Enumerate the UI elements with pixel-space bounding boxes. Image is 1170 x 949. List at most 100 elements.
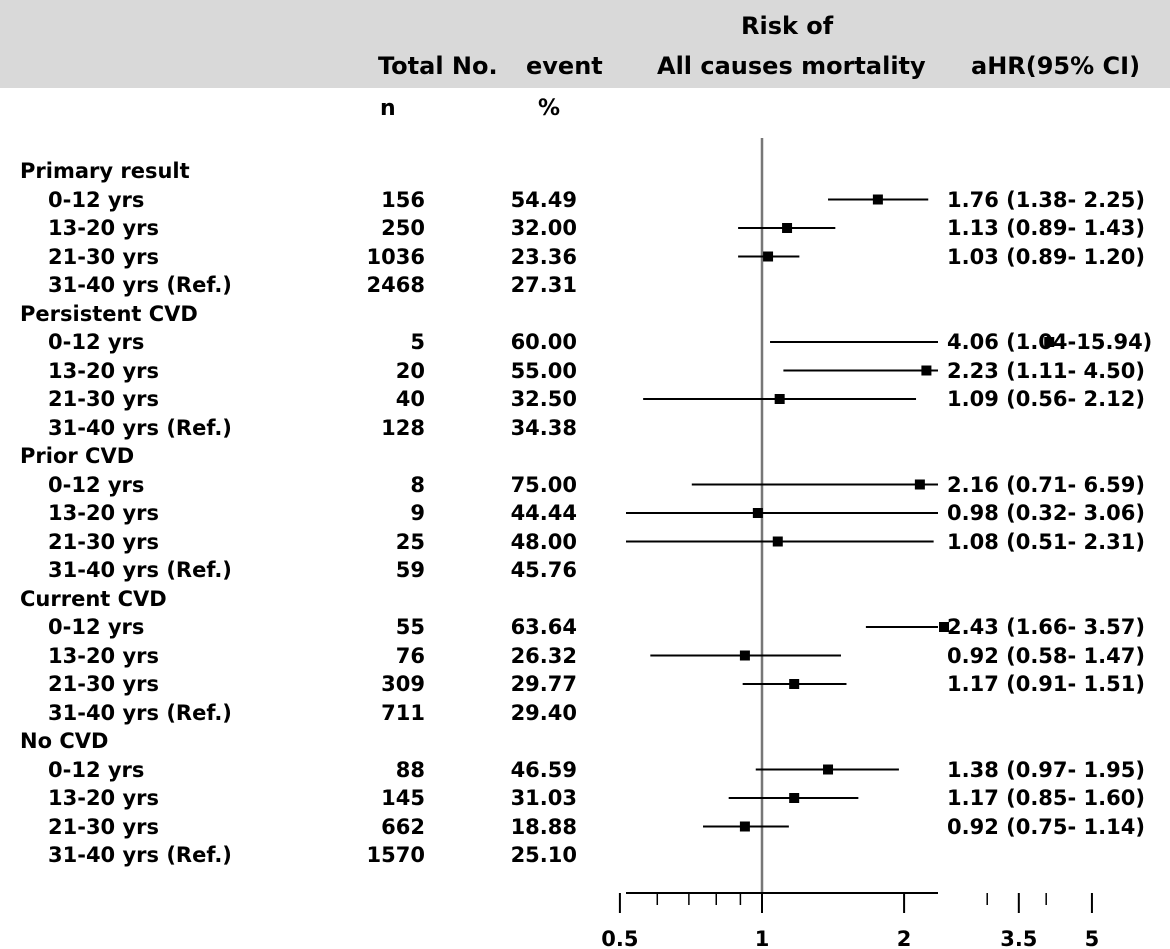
- estimate-marker: [782, 223, 793, 233]
- row-total: 9: [410, 501, 425, 525]
- row-total: 88: [395, 757, 425, 782]
- row-ci-text: 2.16 (0.71- 6.59): [947, 472, 1145, 497]
- group-label: Current CVD: [20, 586, 167, 611]
- row-label: 0-12 yrs: [48, 187, 145, 212]
- row-total: 59: [395, 558, 425, 582]
- row-event-pct: 48.00: [510, 529, 577, 554]
- header-ahr: aHR(95% CI): [971, 52, 1141, 80]
- row-ci-text: 0.92 (0.75- 1.14): [947, 814, 1145, 839]
- row-label: 0-12 yrs: [48, 757, 145, 782]
- header-event: event: [526, 52, 603, 80]
- row-event-pct: 55.00: [510, 358, 577, 383]
- row-ci-text: 1.09 (0.56- 2.12): [947, 387, 1145, 411]
- row-total: 76: [395, 643, 425, 668]
- estimate-marker: [772, 536, 783, 547]
- row-total: 128: [381, 415, 425, 440]
- row-ci-text: 1.03 (0.89- 1.20): [947, 244, 1145, 269]
- row-total: 25: [395, 529, 425, 554]
- row-event-pct: 44.44: [510, 501, 577, 525]
- header-n-unit: n: [380, 96, 396, 121]
- row-total: 662: [381, 814, 425, 839]
- row-label: 13-20 yrs: [48, 786, 160, 810]
- header-risk-line2: All causes mortality: [657, 52, 926, 80]
- x-tick-label: 1: [755, 927, 770, 949]
- estimate-marker: [789, 793, 800, 803]
- row-total: 145: [381, 786, 425, 810]
- row-label: 31-40 yrs (Ref.): [48, 273, 232, 297]
- row-event-pct: 29.40: [510, 700, 577, 725]
- row-total: 1570: [366, 843, 425, 867]
- estimate-marker: [763, 251, 774, 262]
- row-event-pct: 23.36: [510, 244, 577, 269]
- group-label: Prior CVD: [20, 444, 135, 468]
- row-event-pct: 26.32: [510, 643, 577, 668]
- row-event-pct: 46.59: [510, 757, 577, 782]
- row-event-pct: 31.03: [510, 786, 577, 810]
- row-label: 0-12 yrs: [48, 615, 145, 639]
- row-label: 31-40 yrs (Ref.): [48, 558, 232, 582]
- row-event-pct: 54.49: [510, 187, 577, 212]
- row-total: 156: [381, 187, 425, 212]
- row-event-pct: 27.31: [510, 273, 577, 297]
- estimate-marker: [739, 821, 750, 832]
- header-band: [0, 0, 1170, 88]
- row-total: 8: [410, 472, 425, 497]
- row-event-pct: 32.50: [510, 387, 577, 411]
- row-total: 309: [381, 672, 425, 696]
- row-ci-text: 1.17 (0.85- 1.60): [947, 786, 1145, 810]
- row-label: 31-40 yrs (Ref.): [48, 700, 232, 725]
- estimate-marker: [872, 194, 883, 205]
- row-label: 0-12 yrs: [48, 472, 145, 497]
- row-label: 21-30 yrs: [48, 814, 160, 839]
- x-tick-label: 3.5: [1000, 927, 1037, 949]
- row-ci-text: 1.13 (0.89- 1.43): [947, 216, 1145, 240]
- estimate-marker: [823, 764, 834, 775]
- group-label: Primary result: [20, 159, 190, 183]
- row-label: 13-20 yrs: [48, 358, 160, 383]
- row-total: 20: [395, 358, 425, 383]
- estimate-marker: [752, 508, 763, 518]
- row-event-pct: 60.00: [510, 330, 577, 354]
- row-label: 13-20 yrs: [48, 216, 160, 240]
- row-total: 711: [381, 700, 425, 725]
- row-event-pct: 29.77: [510, 672, 577, 696]
- estimate-marker: [914, 479, 925, 490]
- estimate-marker: [921, 365, 932, 376]
- header-total-no: Total No.: [378, 52, 498, 80]
- row-total: 5: [410, 330, 425, 354]
- row-ci-text: 2.23 (1.11- 4.50): [947, 358, 1145, 383]
- row-label: 13-20 yrs: [48, 501, 160, 525]
- row-event-pct: 63.64: [510, 615, 577, 639]
- row-label: 21-30 yrs: [48, 529, 160, 554]
- row-total: 1036: [366, 244, 425, 269]
- estimate-marker: [939, 622, 950, 632]
- row-total: 250: [381, 216, 425, 240]
- x-tick-label: 2: [897, 927, 912, 949]
- estimate-marker: [774, 394, 785, 404]
- estimate-marker: [1044, 337, 1055, 347]
- row-event-pct: 34.38: [510, 415, 577, 440]
- row-label: 21-30 yrs: [48, 244, 160, 269]
- row-label: 31-40 yrs (Ref.): [48, 843, 232, 867]
- row-label: 13-20 yrs: [48, 643, 160, 668]
- row-ci-text: 0.98 (0.32- 3.06): [947, 501, 1145, 525]
- row-label: 21-30 yrs: [48, 672, 160, 696]
- row-total: 40: [395, 387, 425, 411]
- row-label: 31-40 yrs (Ref.): [48, 415, 232, 440]
- group-label: No CVD: [20, 729, 109, 753]
- estimate-marker: [789, 679, 800, 689]
- group-label: Persistent CVD: [20, 301, 198, 326]
- row-event-pct: 25.10: [510, 843, 577, 867]
- row-ci-text: 0.92 (0.58- 1.47): [947, 643, 1145, 668]
- row-ci-text: 1.38 (0.97- 1.95): [947, 757, 1145, 782]
- row-ci-text: 1.76 (1.38- 2.25): [947, 187, 1145, 212]
- row-event-pct: 32.00: [510, 216, 577, 240]
- row-ci-text: 1.17 (0.91- 1.51): [947, 672, 1145, 696]
- row-ci-text: 2.43 (1.66- 3.57): [947, 615, 1145, 639]
- row-label: 21-30 yrs: [48, 387, 160, 411]
- row-total: 2468: [366, 273, 425, 297]
- row-total: 55: [395, 615, 425, 639]
- x-tick-label: 5: [1085, 927, 1100, 949]
- row-ci-text: 1.08 (0.51- 2.31): [947, 529, 1145, 554]
